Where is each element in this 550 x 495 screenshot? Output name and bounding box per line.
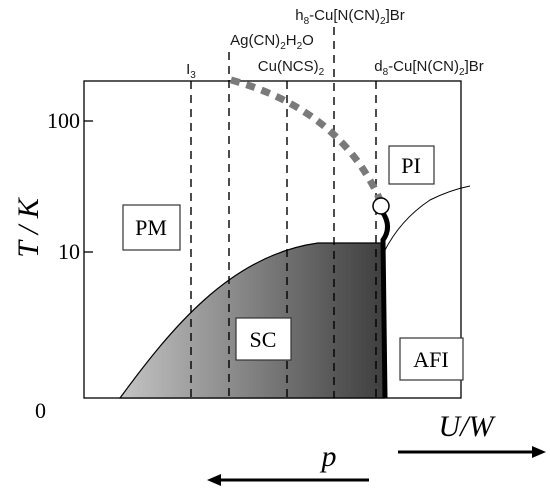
region-pi-label: PI xyxy=(401,153,421,178)
y-tick-10: 10 xyxy=(58,239,80,264)
label-d8: d8-Cu[N(CN)2]Br xyxy=(374,58,483,78)
label-i3: I3 xyxy=(186,61,196,81)
y-tick-0: 0 xyxy=(35,398,46,423)
p-arrow xyxy=(207,474,369,486)
region-afi: AFI xyxy=(399,337,464,381)
uw-arrow xyxy=(398,446,546,458)
y-axis-title: T / K xyxy=(12,196,45,257)
uw-axis-title: U/W xyxy=(439,410,497,443)
label-agcn: Ag(CN)2H2O xyxy=(230,32,314,52)
region-pm-label: PM xyxy=(135,215,167,240)
mott-crossover-line xyxy=(383,185,471,253)
p-axis-title: p xyxy=(320,440,337,473)
label-h8: h8-Cu[N(CN)2]Br xyxy=(295,7,404,27)
region-afi-label: AFI xyxy=(413,347,448,372)
critical-point xyxy=(372,197,390,215)
region-pi: PI xyxy=(388,145,435,185)
region-sc-label: SC xyxy=(250,327,277,352)
region-sc: SC xyxy=(235,317,292,361)
label-cuncs: Cu(NCS)2 xyxy=(258,58,325,78)
crossover-curve xyxy=(230,76,384,202)
material-lines xyxy=(190,27,377,398)
region-pm: PM xyxy=(122,204,181,251)
y-tick-100: 100 xyxy=(47,108,80,133)
